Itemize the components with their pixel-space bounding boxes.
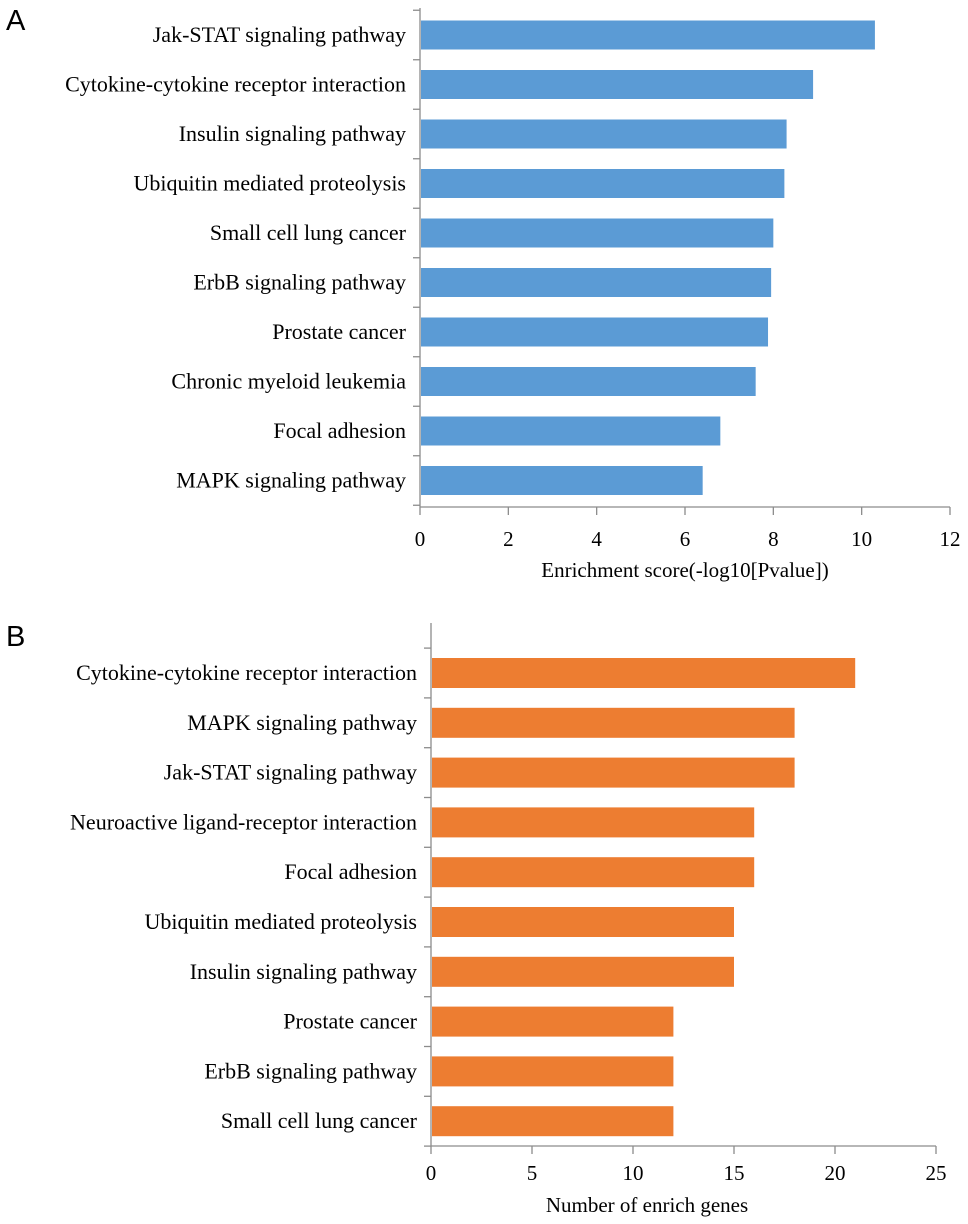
- bar: [421, 70, 814, 99]
- x-tick-label: 5: [527, 1161, 538, 1185]
- x-tick-label: 0: [415, 527, 426, 551]
- bar: [432, 1056, 674, 1087]
- bar: [421, 416, 721, 446]
- x-tick-label: 15: [724, 1161, 745, 1185]
- bar: [432, 658, 856, 688]
- panel-b: B Cytokine-cytokine receptor interaction M…: [6, 621, 947, 1217]
- category-label: Prostate cancer: [272, 319, 406, 344]
- bar: [432, 907, 734, 937]
- category-label: Insulin signaling pathway: [190, 959, 417, 984]
- category-label: ErbB signaling pathway: [193, 270, 406, 295]
- bar: [432, 956, 734, 987]
- bar: [421, 317, 769, 347]
- panel-label: A: [6, 5, 26, 37]
- x-tick-label: 20: [825, 1161, 846, 1185]
- bar: [432, 857, 755, 888]
- x-tick-label: 0: [426, 1161, 437, 1185]
- bar: [432, 707, 795, 738]
- category-label: Focal adhesion: [273, 418, 406, 443]
- bar: [421, 169, 785, 198]
- category-label: MAPK signaling pathway: [187, 710, 417, 735]
- bar: [432, 1106, 674, 1137]
- category-label: Small cell lung cancer: [210, 220, 407, 245]
- bar: [432, 807, 755, 838]
- x-tick-label: 10: [623, 1161, 644, 1185]
- panel-a: A Jak-STAT signaling pathway Cytokine-cyto…: [6, 5, 961, 582]
- x-axis-title: Enrichment score(-log10[Pvalue]): [541, 558, 828, 582]
- category-label: Jak-STAT signaling pathway: [153, 22, 406, 47]
- category-label: Insulin signaling pathway: [179, 121, 406, 146]
- x-tick-label: 12: [940, 527, 961, 551]
- bar: [432, 1006, 674, 1037]
- category-label: ErbB signaling pathway: [204, 1058, 417, 1083]
- x-tick-label: 8: [768, 527, 779, 551]
- bar: [421, 218, 774, 248]
- category-label: Cytokine-cytokine receptor interaction: [65, 72, 406, 97]
- bar: [421, 367, 756, 396]
- category-label: Ubiquitin mediated proteolysis: [144, 909, 417, 934]
- bar: [421, 119, 787, 149]
- category-label: Cytokine-cytokine receptor interaction: [76, 660, 417, 685]
- x-tick-label: 25: [926, 1161, 947, 1185]
- category-label: Focal adhesion: [284, 859, 417, 884]
- panel-label: B: [6, 621, 25, 653]
- x-axis-title: Number of enrich genes: [546, 1193, 748, 1217]
- category-label: Prostate cancer: [283, 1009, 417, 1034]
- category-label: Jak-STAT signaling pathway: [164, 760, 417, 785]
- bar: [432, 757, 795, 788]
- category-label: Chronic myeloid leukemia: [171, 369, 406, 394]
- x-tick-label: 10: [851, 527, 872, 551]
- category-label: MAPK signaling pathway: [176, 468, 406, 493]
- bar: [421, 20, 875, 50]
- x-tick-label: 2: [503, 527, 514, 551]
- category-label: Neuroactive ligand-receptor interaction: [70, 809, 417, 834]
- category-label: Ubiquitin mediated proteolysis: [133, 171, 406, 196]
- category-label: Small cell lung cancer: [221, 1108, 418, 1133]
- bar: [421, 268, 772, 297]
- x-tick-label: 6: [680, 527, 691, 551]
- x-tick-label: 4: [591, 527, 602, 551]
- bar: [421, 466, 703, 495]
